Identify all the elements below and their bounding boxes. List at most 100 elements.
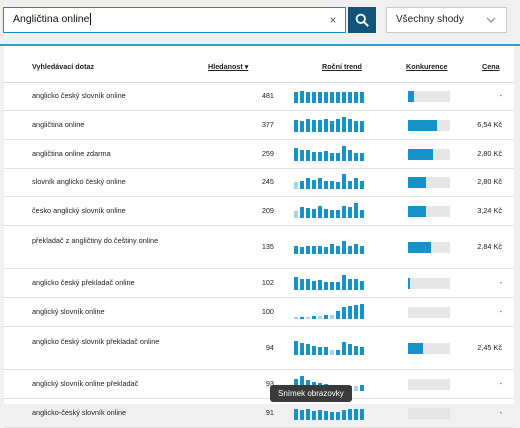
table-row[interactable]: angličtina online zdarma 259 2,80 Kč [4,139,514,169]
search-button[interactable] [348,7,376,33]
trend-bar [330,243,334,254]
trend-bar [324,246,328,254]
trend-bar [324,281,328,290]
table-row[interactable]: slovník anglicko český online 245 2,80 Kč [4,168,514,197]
trend-bar [360,303,364,319]
keyword-cell[interactable]: angličtina online zdarma [32,148,111,158]
volume-cell: 102 [261,277,274,287]
table-row[interactable]: anglický slovník online 100 - [4,297,514,327]
trend-bar [330,181,334,189]
price-cell: - [499,277,502,287]
keyword-results-table: Vyhledávací dotaz Hledanost ▾ Roční tren… [4,46,514,428]
trend-bar [354,243,358,254]
trend-bar [318,178,322,189]
trend-bar [300,246,304,254]
table-row[interactable]: anglický slovník online překladač 93 - [4,369,514,399]
clear-icon[interactable]: × [329,13,337,27]
price-cell: 3,24 Kč [477,205,502,215]
table-row[interactable]: překladač z angličtiny do češtiny online… [4,225,514,269]
match-type-select[interactable]: Všechny shody [386,7,507,33]
table-row[interactable]: anglicko český slovník online 481 - [4,82,514,111]
keyword-cell[interactable]: překladač z angličtiny do češtiny online [32,235,159,245]
trend-bar [336,349,340,355]
trend-bar [342,116,346,132]
keyword-cell[interactable]: anglický slovník online překladač [32,378,139,388]
keyword-cell[interactable]: anglicko český slovník online [32,91,126,100]
trend-bar [360,384,364,391]
trend-bar [336,411,340,420]
volume-cell: 209 [261,205,274,215]
trend-bar [300,316,304,319]
keyword-cell[interactable]: česko anglický slovník online [32,205,126,215]
competition-meter [408,119,450,131]
volume-cell: 135 [261,241,274,251]
keyword-cell[interactable]: anglicko-český slovník online [32,407,127,417]
competition-meter [408,177,450,188]
trend-bar [342,92,346,103]
trend-chart [294,274,367,290]
trend-chart [294,303,367,319]
trend-bar [324,181,328,189]
trend-chart [294,116,367,132]
trend-bar [294,378,298,391]
trend-bar [324,410,328,420]
trend-bar [318,245,322,254]
trend-bar [336,310,340,319]
trend-bar [300,278,304,290]
trend-bar [312,315,316,319]
competition-fill [408,342,423,354]
trend-bar [360,120,364,132]
table-row[interactable]: angličtina online 377 6,54 Kč [4,110,514,140]
header-price[interactable]: Cena [482,62,500,71]
table-row[interactable]: anglicko český překladač online 102 - [4,268,514,298]
trend-bar [312,92,316,103]
trend-bar [294,340,298,355]
keyword-cell[interactable]: anglicko český slovník překladač online [32,336,160,346]
trend-bar [354,178,358,189]
trend-bar [354,152,358,161]
trend-bar [294,245,298,254]
table-header: Vyhledávací dotaz Hledanost ▾ Roční tren… [4,46,514,83]
volume-cell: 93 [265,378,274,388]
competition-meter [408,342,450,354]
table-row[interactable]: anglicko-český slovník online 91 - [4,398,514,428]
trend-bar [306,207,310,218]
header-volume-sort[interactable]: Hledanost ▾ [208,62,249,71]
trend-bar [300,149,304,161]
trend-bar [342,274,346,290]
keyword-cell[interactable]: anglický slovník online [32,306,105,316]
trend-bar [354,408,358,420]
trend-bar [348,181,352,189]
trend-bar [330,152,334,161]
trend-bar [360,152,364,161]
trend-bar [348,149,352,161]
trend-bar [312,280,316,290]
trend-bar [360,280,364,290]
header-competition[interactable]: Konkurence [406,62,448,71]
keyword-cell[interactable]: slovník anglicko český online [32,177,126,186]
table-row[interactable]: česko anglický slovník online 209 3,24 Kč [4,196,514,226]
trend-bar [312,345,316,355]
trend-bar [294,182,298,189]
trend-bar [306,178,310,189]
trend-chart [294,239,367,254]
chevron-down-icon [486,17,496,23]
trend-bar [354,385,358,391]
competition-fill [408,119,437,131]
keyword-cell[interactable]: anglicko český překladač online [32,277,135,287]
price-cell: 2,80 Kč [477,148,502,158]
search-input[interactable]: Angličtina online × [3,7,346,33]
price-cell: 2,45 Kč [477,342,502,352]
competition-meter [408,407,450,419]
trend-bar [318,151,322,161]
table-row[interactable]: anglicko český slovník překladač online 9… [4,326,514,370]
price-cell: - [499,91,502,100]
keyword-cell[interactable]: angličtina online [32,119,85,129]
trend-bar [324,208,328,218]
trend-chart [294,405,367,420]
trend-bar [342,205,346,218]
trend-bar [318,346,322,355]
header-trend[interactable]: Roční trend [322,62,362,71]
trend-bar [336,92,340,103]
competition-fill [408,91,414,102]
